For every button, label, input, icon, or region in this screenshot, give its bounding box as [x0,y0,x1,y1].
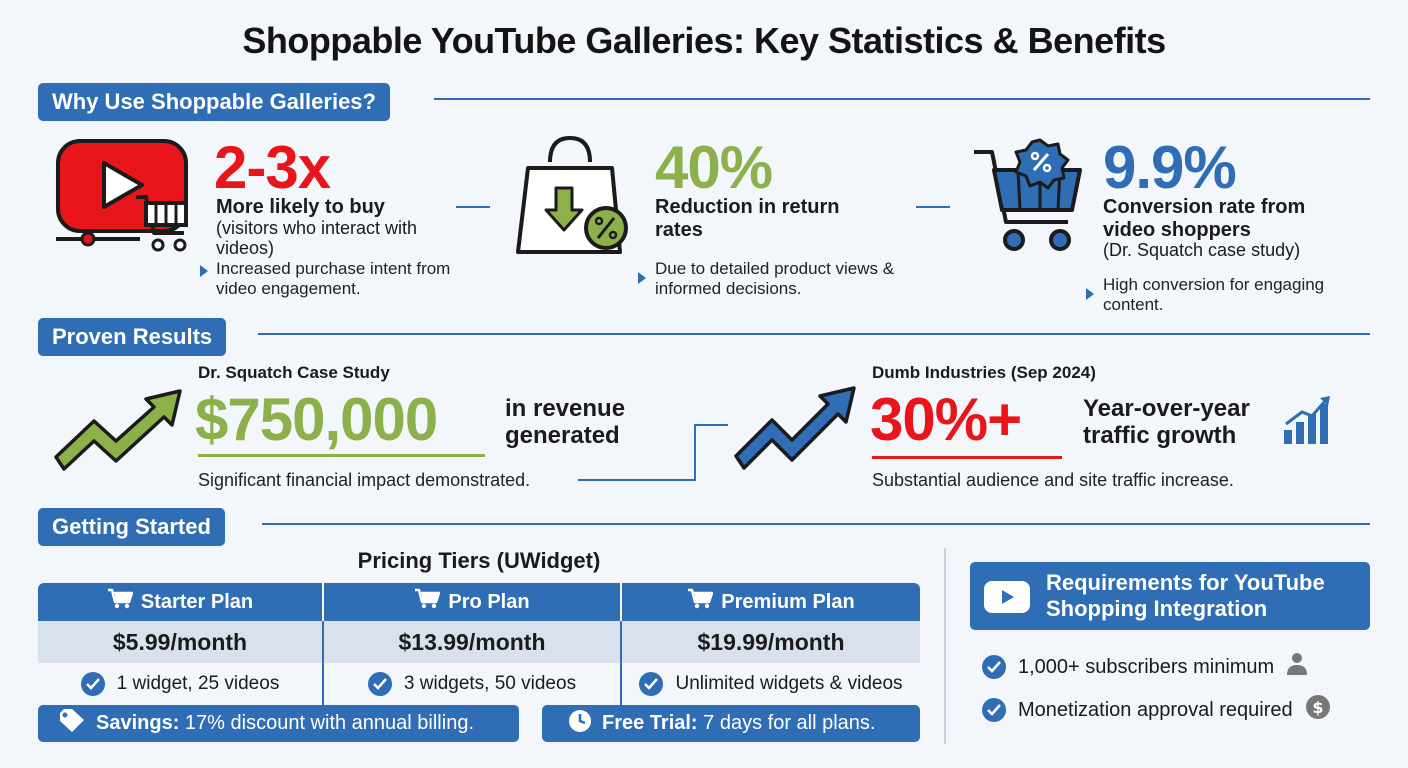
result-underline [198,454,485,457]
connector-line [694,424,728,426]
bullet-arrow-icon [200,265,208,277]
plan-feature: 3 widgets, 50 videos [403,673,577,694]
column-divider [322,583,324,621]
page-title: Shoppable YouTube Galleries: Key Statist… [242,20,1166,61]
plan-header: Premium Plan [622,583,920,621]
plan-price: $5.99/month [38,621,322,663]
plan-name: Pro Plan [448,590,530,613]
column-divider [620,621,622,705]
plan-header: Starter Plan [38,583,322,621]
cart-percent-badge-icon [970,138,1088,256]
stat-sub: (visitors who interact with videos) [216,218,418,258]
plan-price: $13.99/month [324,621,620,663]
connector-line [916,206,950,208]
check-icon [80,672,105,696]
section-divider [258,333,1370,335]
result-label: Year-over-year traffic growth [1083,395,1250,449]
plan-card-starter[interactable]: Starter Plan $5.99/month 1 widget, 25 vi… [38,583,322,705]
column-divider [322,621,324,705]
requirement-text: Monetization approval required [1018,698,1293,721]
connector-line [578,479,696,481]
plan-feature-row: 3 widgets, 50 videos [324,663,620,705]
stat-value: 2-3x [214,134,331,201]
section-divider [434,98,1370,100]
plan-price: $19.99/month [622,621,920,663]
shopping-bag-percent-icon [510,132,640,256]
savings-banner: Savings: 17% discount with annual billin… [38,705,519,742]
cart-icon [414,588,441,616]
price-tag-icon [58,708,86,739]
check-icon [367,672,392,696]
result-underline [872,456,1062,459]
plan-card-pro[interactable]: Pro Plan $13.99/month 3 widgets, 50 vide… [324,583,620,705]
result-value: $750,000 [195,386,438,453]
plan-name: Starter Plan [140,590,254,613]
plan-feature-row: 1 widget, 25 videos [38,663,322,705]
requirements-header: Requirements for YouTube Shopping Integr… [970,562,1370,630]
stat-bullet: Increased purchase intent from video eng… [216,259,451,298]
stat-value: 40% [655,134,773,201]
pricing-title: Pricing Tiers (UWidget) [357,548,601,573]
section-header-started: Getting Started [38,508,225,546]
youtube-play-icon [984,581,1030,613]
bullet-arrow-icon [1086,288,1094,300]
section-divider [262,523,1370,525]
column-divider [620,583,622,621]
stat-bullet: Due to detailed product views & informed… [655,259,895,298]
result-heading: Dumb Industries (Sep 2024) [872,363,1096,382]
person-icon [1286,652,1308,682]
result-value: 30%+ [870,386,1022,453]
dollar-coin-icon: $ [1305,694,1331,726]
trial-label: Free Trial: [602,712,698,734]
clock-icon [568,709,592,739]
trend-up-arrow-icon [50,385,185,475]
check-icon [982,698,1006,722]
requirement-text: 1,000+ subscribers minimum [1018,655,1275,678]
plan-header: Pro Plan [324,583,620,621]
result-note: Substantial audience and site traffic in… [872,470,1234,490]
stat-label: More likely to buy [216,196,385,218]
youtube-cart-icon [54,135,194,255]
cart-icon [687,588,714,616]
result-heading: Dr. Squatch Case Study [198,363,390,382]
column-divider [944,548,946,744]
result-note: Significant financial impact demonstrate… [198,470,531,490]
requirement-item: Monetization approval required $ [982,695,1372,725]
check-icon [982,655,1006,679]
section-header-results: Proven Results [38,318,227,356]
requirements-title: Requirements for YouTube Shopping Integr… [1046,570,1325,621]
plan-feature: Unlimited widgets & videos [675,673,903,694]
savings-text: 17% discount with annual billing. [184,712,474,734]
bar-chart-growth-icon [1282,394,1332,446]
plan-card-premium[interactable]: Premium Plan $19.99/month Unlimited widg… [622,583,920,705]
pricing-table: Starter Plan $5.99/month 1 widget, 25 vi… [38,583,920,705]
connector-line [456,206,490,208]
trial-text: 7 days for all plans. [703,712,876,734]
stat-label: Reduction in return rates [655,196,840,241]
stat-label: Conversion rate from video shoppers [1103,196,1306,241]
bullet-arrow-icon [638,272,646,284]
result-label: in revenue generated [505,395,626,449]
trend-up-arrow-icon [730,382,860,474]
check-icon [639,672,664,696]
cart-icon [107,588,134,616]
plan-feature: 1 widget, 25 videos [116,673,280,694]
stat-bullet: High conversion for engaging content. [1103,275,1325,314]
requirement-item: 1,000+ subscribers minimum [982,652,1372,682]
stat-value: 9.9% [1103,134,1237,201]
plan-feature-row: Unlimited widgets & videos [622,663,920,705]
plan-name: Premium Plan [721,590,855,613]
connector-line [694,424,696,481]
section-header-why: Why Use Shoppable Galleries? [38,83,390,121]
stat-sub: (Dr. Squatch case study) [1103,240,1301,260]
trial-banner: Free Trial: 7 days for all plans. [542,705,920,742]
savings-label: Savings: [96,712,180,734]
svg-text:$: $ [1312,698,1323,717]
